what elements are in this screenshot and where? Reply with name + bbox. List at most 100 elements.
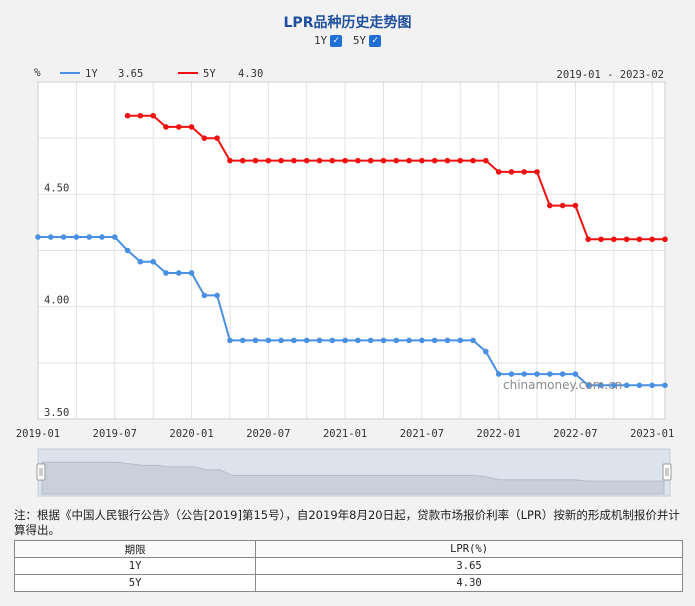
data-point-5y[interactable] <box>265 157 272 164</box>
data-point-1y[interactable] <box>521 371 528 377</box>
data-point-5y[interactable] <box>303 157 310 164</box>
data-point-5y[interactable] <box>611 236 617 243</box>
data-point-1y[interactable] <box>303 337 310 344</box>
data-point-1y[interactable] <box>86 234 92 240</box>
data-point-1y[interactable] <box>495 371 502 377</box>
data-point-5y[interactable] <box>572 202 579 209</box>
zoom-slider[interactable] <box>36 448 672 497</box>
data-point-1y[interactable] <box>188 270 195 276</box>
data-point-5y[interactable] <box>457 157 464 164</box>
data-point-5y[interactable] <box>316 157 323 164</box>
data-point-5y[interactable] <box>227 157 233 164</box>
toggle-1y[interactable]: 1Y ✓ <box>314 34 343 47</box>
data-point-1y[interactable] <box>291 337 297 344</box>
data-point-5y[interactable] <box>214 135 220 141</box>
data-point-5y[interactable] <box>188 124 195 130</box>
data-point-1y[interactable] <box>342 337 348 344</box>
data-point-5y[interactable] <box>636 236 643 243</box>
data-point-1y[interactable] <box>47 234 54 240</box>
data-point-1y[interactable] <box>239 337 246 344</box>
data-point-1y[interactable] <box>534 371 540 377</box>
data-point-5y[interactable] <box>380 157 387 164</box>
data-point-5y[interactable] <box>150 112 156 119</box>
data-point-1y[interactable] <box>124 247 131 254</box>
data-point-1y[interactable] <box>457 337 464 344</box>
data-point-1y[interactable] <box>355 337 361 344</box>
data-point-5y[interactable] <box>521 169 528 175</box>
checkbox-5y-icon[interactable]: ✓ <box>369 34 382 47</box>
data-point-1y[interactable] <box>444 337 451 344</box>
data-point-1y[interactable] <box>547 371 553 377</box>
data-point-5y[interactable] <box>483 157 489 164</box>
data-point-5y[interactable] <box>163 124 169 130</box>
data-point-5y[interactable] <box>393 157 400 164</box>
data-point-5y[interactable] <box>329 157 336 164</box>
data-point-5y[interactable] <box>598 236 604 243</box>
data-point-5y[interactable] <box>662 236 668 243</box>
data-point-1y[interactable] <box>367 337 374 344</box>
data-point-5y[interactable] <box>137 112 144 119</box>
data-point-1y[interactable] <box>329 337 336 344</box>
data-point-5y[interactable] <box>470 157 476 164</box>
data-point-5y[interactable] <box>355 157 361 164</box>
data-point-1y[interactable] <box>137 258 144 265</box>
data-point-1y[interactable] <box>201 292 208 299</box>
data-point-1y[interactable] <box>572 371 579 377</box>
data-point-5y[interactable] <box>495 169 502 175</box>
data-point-5y[interactable] <box>534 169 540 175</box>
data-point-5y[interactable] <box>252 157 259 164</box>
data-point-1y[interactable] <box>508 371 515 377</box>
data-point-1y[interactable] <box>393 337 400 344</box>
data-point-1y[interactable] <box>60 234 67 240</box>
slider-right-handle[interactable] <box>662 463 672 481</box>
data-point-1y[interactable] <box>265 337 272 344</box>
data-point-1y[interactable] <box>483 348 489 355</box>
data-point-5y[interactable] <box>278 157 284 164</box>
data-point-1y[interactable] <box>111 234 118 240</box>
data-point-5y[interactable] <box>444 157 451 164</box>
data-point-1y[interactable] <box>73 234 80 240</box>
data-point-1y[interactable] <box>99 234 105 240</box>
toggle-5y[interactable]: 5Y ✓ <box>353 34 382 47</box>
data-point-1y[interactable] <box>406 337 412 344</box>
data-point-5y[interactable] <box>547 202 553 209</box>
data-point-1y[interactable] <box>470 337 476 344</box>
data-point-1y[interactable] <box>227 337 233 344</box>
data-point-1y[interactable] <box>214 292 220 299</box>
data-point-1y[interactable] <box>559 371 566 377</box>
data-point-1y[interactable] <box>431 337 438 344</box>
data-point-5y[interactable] <box>559 202 566 209</box>
slider-left-handle[interactable] <box>36 463 46 481</box>
data-point-5y[interactable] <box>585 236 592 243</box>
data-point-1y[interactable] <box>278 337 284 344</box>
data-point-5y[interactable] <box>175 124 182 130</box>
data-point-1y[interactable] <box>598 382 604 389</box>
data-point-5y[interactable] <box>431 157 438 164</box>
data-point-1y[interactable] <box>35 234 41 240</box>
checkbox-1y-icon[interactable]: ✓ <box>330 34 343 47</box>
data-point-5y[interactable] <box>367 157 374 164</box>
data-point-1y[interactable] <box>611 382 617 389</box>
data-point-5y[interactable] <box>649 236 656 243</box>
data-point-5y[interactable] <box>291 157 297 164</box>
data-point-1y[interactable] <box>662 382 668 389</box>
data-point-5y[interactable] <box>124 112 131 119</box>
data-point-5y[interactable] <box>342 157 348 164</box>
data-point-1y[interactable] <box>585 382 592 389</box>
data-point-5y[interactable] <box>406 157 412 164</box>
data-point-5y[interactable] <box>419 157 425 164</box>
data-point-1y[interactable] <box>649 382 656 389</box>
data-point-1y[interactable] <box>175 270 182 276</box>
data-point-1y[interactable] <box>150 258 156 265</box>
data-point-1y[interactable] <box>252 337 259 344</box>
data-point-1y[interactable] <box>380 337 387 344</box>
data-point-1y[interactable] <box>163 270 169 276</box>
data-point-1y[interactable] <box>316 337 323 344</box>
data-point-1y[interactable] <box>419 337 425 344</box>
data-point-1y[interactable] <box>623 382 630 389</box>
data-point-5y[interactable] <box>508 169 515 175</box>
data-point-5y[interactable] <box>239 157 246 164</box>
data-point-5y[interactable] <box>201 135 208 141</box>
data-point-1y[interactable] <box>636 382 643 389</box>
data-point-5y[interactable] <box>623 236 630 243</box>
